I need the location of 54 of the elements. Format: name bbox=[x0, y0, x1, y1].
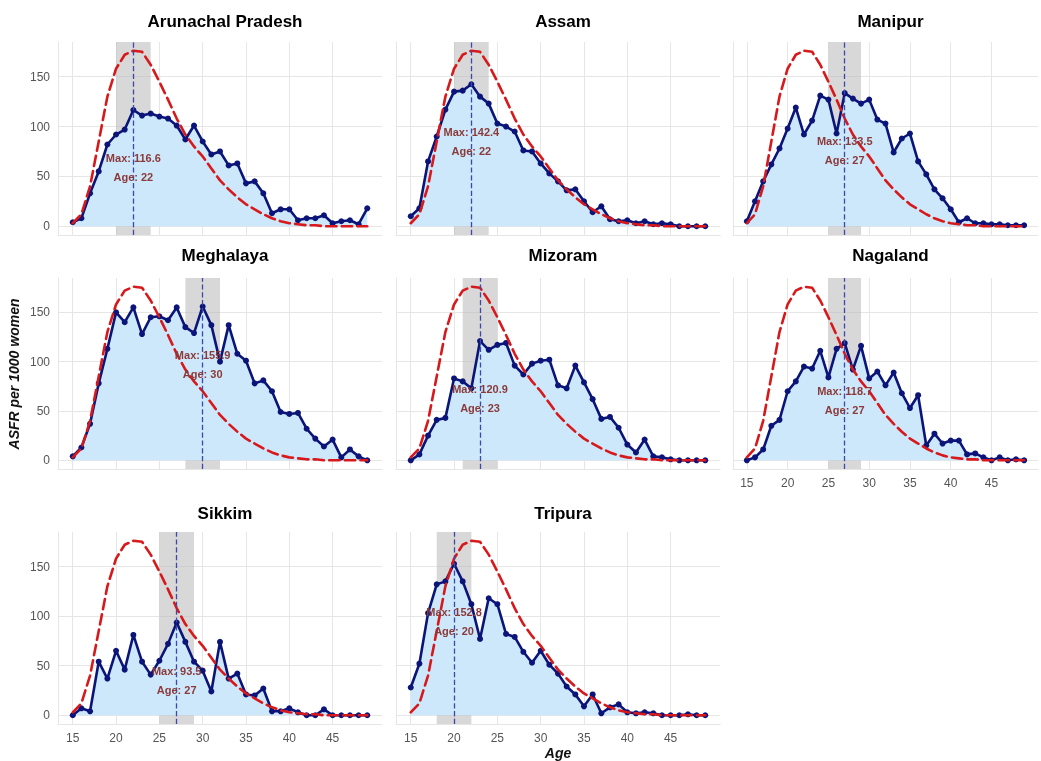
x-tick-label: 25 bbox=[821, 476, 836, 490]
annotation: Max: 118.7 bbox=[817, 385, 873, 398]
x-tick-label: 45 bbox=[325, 731, 340, 745]
chart-title: Tripura bbox=[534, 504, 593, 523]
annotation: Age: 22 bbox=[113, 170, 154, 183]
x-tick-label: 35 bbox=[577, 731, 591, 745]
y-tick-label: 50 bbox=[36, 403, 51, 418]
y-axis-title: ASFR per 1000 women bbox=[6, 298, 22, 449]
chart-title: Manipur bbox=[857, 12, 924, 31]
chart-title: Sikkim bbox=[197, 504, 253, 523]
chart-title: Assam bbox=[535, 12, 591, 31]
annotation: Max: 120.9 bbox=[452, 383, 508, 396]
y-tick-label: 50 bbox=[36, 658, 51, 673]
x-tick-label: 20 bbox=[780, 476, 795, 490]
y-tick-label: 0 bbox=[43, 708, 51, 723]
chart-title: Mizoram bbox=[528, 246, 598, 265]
y-tick-label: 100 bbox=[29, 119, 51, 134]
y-tick-label: 150 bbox=[29, 559, 51, 574]
y-tick-label: 50 bbox=[36, 169, 51, 184]
x-axis-title: Age bbox=[544, 745, 572, 761]
y-tick-label: 0 bbox=[43, 219, 51, 234]
x-tick-label: 15 bbox=[404, 731, 418, 745]
y-tick-label: 150 bbox=[29, 69, 51, 84]
annotation: Age: 27 bbox=[824, 154, 865, 167]
x-tick-label: 25 bbox=[152, 731, 167, 745]
annotation: Age: 23 bbox=[460, 402, 500, 415]
annotation: Age: 27 bbox=[824, 404, 865, 417]
x-tick-label: 40 bbox=[944, 476, 958, 490]
x-tick-label: 15 bbox=[66, 731, 80, 745]
y-tick-label: 150 bbox=[29, 305, 51, 320]
x-tick-label: 20 bbox=[447, 731, 462, 745]
x-tick-label: 35 bbox=[903, 476, 917, 490]
annotation: Age: 27 bbox=[156, 683, 197, 696]
annotation: Max: 142.4 bbox=[443, 126, 501, 139]
x-tick-label: 45 bbox=[663, 731, 678, 745]
y-tick-label: 100 bbox=[29, 609, 51, 624]
y-tick-label: 0 bbox=[43, 453, 51, 468]
annotation: Max: 116.6 bbox=[105, 151, 161, 164]
x-tick-label: 40 bbox=[282, 731, 297, 745]
annotation: Age: 22 bbox=[451, 145, 492, 158]
x-tick-label: 30 bbox=[195, 731, 210, 745]
x-tick-label: 20 bbox=[109, 731, 124, 745]
chart-title: Arunachal Pradesh bbox=[147, 12, 303, 31]
x-tick-label: 40 bbox=[620, 731, 635, 745]
x-tick-label: 35 bbox=[239, 731, 253, 745]
chart-title: Meghalaya bbox=[181, 246, 269, 265]
y-tick-label: 100 bbox=[29, 354, 51, 369]
chart-title: Nagaland bbox=[852, 246, 929, 265]
x-tick-label: 15 bbox=[740, 476, 754, 490]
x-tick-label: 30 bbox=[533, 731, 548, 745]
annotation: Max: 133.5 bbox=[816, 135, 873, 148]
x-tick-label: 30 bbox=[862, 476, 877, 490]
x-tick-label: 45 bbox=[984, 476, 999, 490]
x-tick-label: 25 bbox=[490, 731, 505, 745]
